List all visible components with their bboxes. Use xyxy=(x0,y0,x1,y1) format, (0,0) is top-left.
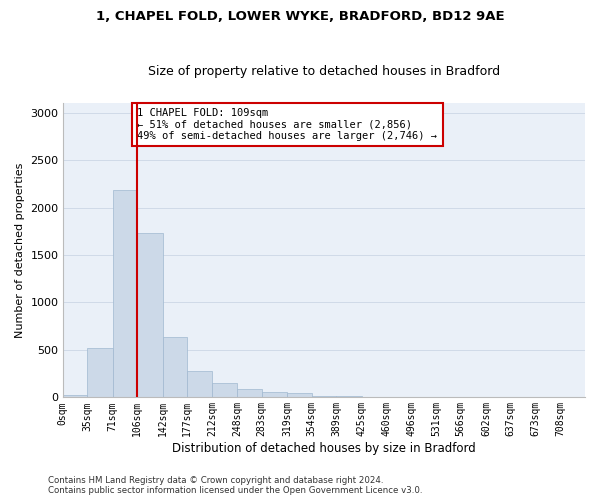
Bar xyxy=(88,348,113,397)
X-axis label: Distribution of detached houses by size in Bradford: Distribution of detached houses by size … xyxy=(172,442,476,455)
Y-axis label: Number of detached properties: Number of detached properties xyxy=(15,162,25,338)
Bar xyxy=(287,393,311,397)
Bar xyxy=(262,392,287,397)
Bar xyxy=(187,371,212,397)
Bar xyxy=(163,338,187,397)
Title: Size of property relative to detached houses in Bradford: Size of property relative to detached ho… xyxy=(148,66,500,78)
Bar xyxy=(336,396,362,397)
Text: 1 CHAPEL FOLD: 109sqm
← 51% of detached houses are smaller (2,856)
49% of semi-d: 1 CHAPEL FOLD: 109sqm ← 51% of detached … xyxy=(137,108,437,141)
Bar xyxy=(137,233,163,397)
Bar xyxy=(311,396,336,397)
Text: 1, CHAPEL FOLD, LOWER WYKE, BRADFORD, BD12 9AE: 1, CHAPEL FOLD, LOWER WYKE, BRADFORD, BD… xyxy=(95,10,505,23)
Bar xyxy=(212,384,237,397)
Bar xyxy=(113,190,137,397)
Bar xyxy=(63,394,88,397)
Bar xyxy=(237,390,262,397)
Text: Contains HM Land Registry data © Crown copyright and database right 2024.
Contai: Contains HM Land Registry data © Crown c… xyxy=(48,476,422,495)
